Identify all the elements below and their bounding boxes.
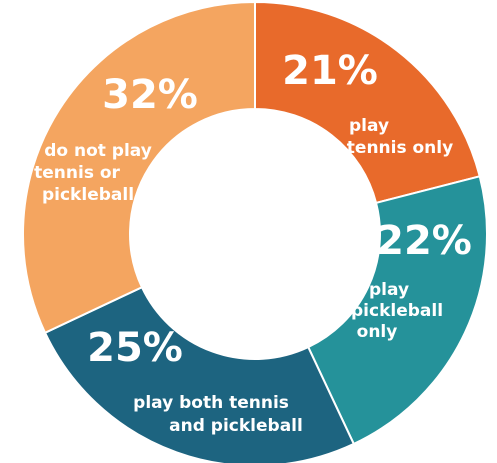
donut-slices bbox=[22, 0, 488, 463]
slice-label-line: play bbox=[369, 280, 409, 300]
slice-tennis-only bbox=[254, 0, 481, 205]
slice-both bbox=[43, 285, 356, 463]
slice-percent-tennis-only: 21% bbox=[282, 48, 378, 94]
slice-label-line: do not play bbox=[44, 141, 152, 161]
slice-percent-pickleball-only: 22% bbox=[376, 218, 472, 264]
slice-label-both: play both tennis and pickleball bbox=[133, 393, 303, 436]
slice-label-line: pickleball bbox=[42, 185, 134, 205]
slice-label-line: and pickleball bbox=[169, 416, 303, 436]
slice-percent-neither: 32% bbox=[102, 72, 198, 118]
slice-label-pickleball-only: play pickleball only bbox=[351, 280, 449, 342]
slice-label-line: tennis or bbox=[34, 163, 120, 183]
donut-labels: 21% play tennis only 22% play pickleball… bbox=[34, 48, 472, 436]
slice-label-line: play bbox=[349, 116, 389, 136]
slice-label-line: pickleball bbox=[351, 301, 443, 321]
slice-neither bbox=[22, 0, 256, 335]
slice-percent-both: 25% bbox=[87, 325, 183, 371]
slice-label-tennis-only: play tennis only bbox=[347, 116, 453, 158]
slice-label-line: only bbox=[357, 322, 398, 342]
slice-label-line: play both tennis bbox=[133, 393, 289, 413]
slice-label-neither: do not play tennis or pickleball bbox=[34, 141, 158, 205]
slice-pickleball-only bbox=[306, 175, 488, 446]
slice-label-line: tennis only bbox=[347, 138, 453, 158]
